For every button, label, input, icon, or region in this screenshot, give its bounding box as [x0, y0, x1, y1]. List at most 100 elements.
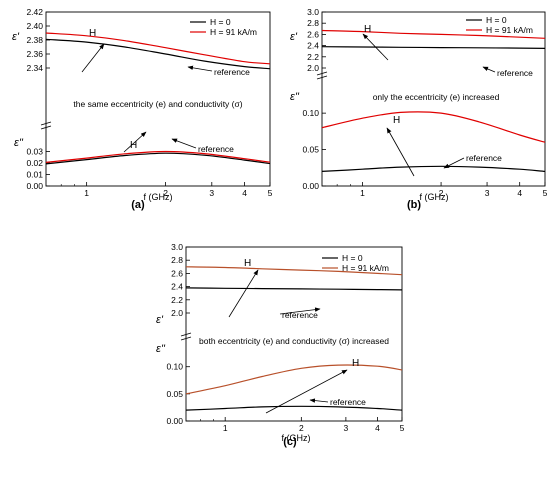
panel-a-legend: H = 0H = 91 kA/m — [190, 17, 257, 37]
panel-c-x-tick-label: 2 — [299, 423, 304, 433]
panel-a-upper-h-arrow — [81, 43, 105, 73]
panel-c: 1 2 3 4 5 f (GHz) 2.0 2.2 2.4 2.6 2.8 3.0 ε' Hreferen… — [156, 242, 405, 448]
panel-b-upper-y-tick-label: 2.6 — [307, 29, 319, 39]
panel-c-lower-reference-label: reference — [330, 397, 366, 407]
panel-c-annotation: both eccentricity (e) and conductivity (… — [199, 336, 389, 346]
panel-c-upper-y-tick-label: 2.0 — [171, 308, 183, 318]
panel-a-lower-reference-arrow — [171, 138, 197, 149]
panel-c-axis-break — [180, 332, 192, 337]
panel-b-axis-break — [316, 75, 328, 80]
panel-a-lower-series-h91 — [45, 150, 271, 163]
panel-b-legend-entry: H = 91 kA/m — [486, 25, 533, 35]
panel-c-x-tick-label: 5 — [400, 423, 405, 433]
panel-a-axes-frame — [45, 11, 271, 187]
panel-a-x-tick-label: 2 — [163, 188, 168, 198]
panel-a-x-axis-label: f (GHz) — [144, 192, 173, 202]
panel-b-upper-series-h0 — [321, 46, 546, 49]
panel-a-lower-y-axis-label: ε'' — [14, 137, 24, 149]
panel-b-lower-series-h0 — [321, 165, 546, 172]
panel-a-lower-y-tick-label: 0.01 — [26, 170, 43, 180]
panel-c-upper-h-label: H — [244, 258, 251, 269]
panel-a-upper-h-label: H — [89, 28, 96, 39]
panel-c-axes-frame — [185, 246, 403, 422]
panel-b-lower-reference-label: reference — [466, 153, 502, 163]
panel-c-legend-entry: H = 91 kA/m — [342, 263, 389, 273]
panel-b-lower-h-arrow — [386, 127, 415, 177]
panel-a-upper-y-tick-label: 2.40 — [26, 21, 43, 31]
panel-c-upper-h-arrow — [228, 269, 259, 318]
panel-c-lower-y-tick-label: 0.05 — [166, 389, 183, 399]
panel-a-upper-y-axis-label: ε' — [12, 31, 20, 43]
panel-a-lower-y-tick-label: 0.03 — [26, 147, 43, 157]
panel-c-upper-series-h0 — [185, 287, 403, 291]
panel-b-lower-y-axis-label: ε'' — [290, 91, 300, 103]
panel-c-upper-y-tick-label: 2.6 — [171, 268, 183, 278]
panel-a-axis-break — [40, 121, 52, 126]
panel-c-upper-reference-arrow — [279, 307, 321, 315]
panel-c-lower-h-label: H — [352, 358, 359, 369]
panel-c-legend-entry: H = 0 — [342, 253, 363, 263]
panel-c-lower-reference-arrow — [309, 398, 329, 403]
panel-a-upper-y-tick-label: 2.38 — [26, 35, 43, 45]
panel-c-x-axis-label: f (GHz) — [282, 433, 311, 443]
panel-a-x-tick-label: 5 — [268, 188, 273, 198]
panel-b-lower-series-h91 — [321, 111, 546, 143]
panel-c-lower-y-axis-label: ε'' — [156, 343, 166, 355]
panel-c-x-tick-label: 4 — [375, 423, 380, 433]
panel-b-upper-y-tick-label: 2.4 — [307, 41, 319, 51]
panel-b-x-tick-label: 2 — [439, 188, 444, 198]
panel-a-legend-entry: H = 0 — [210, 17, 231, 27]
panel-b-x-tick-label: 5 — [543, 188, 548, 198]
panel-c-upper-reference-label: reference — [282, 310, 318, 320]
panel-b-upper-reference-label: reference — [497, 68, 533, 78]
panel-c-upper-series-h91 — [185, 266, 403, 276]
panel-a-annotation: the same eccentricity (e) and conductivi… — [73, 99, 242, 109]
panel-a-lower-y-tick-label: 0.02 — [26, 158, 43, 168]
panel-b-upper-y-axis-label: ε' — [290, 31, 298, 43]
panel-c-lower-series-h0 — [185, 405, 403, 411]
panel-a-lower-y-tick-label: 0.00 — [26, 181, 43, 191]
panel-b-annotation: only the eccentricity (e) increased — [373, 92, 500, 102]
panel-a-legend-entry: H = 91 kA/m — [210, 27, 257, 37]
panel-b-x-tick-label: 1 — [360, 188, 365, 198]
panel-a-x-tick-label: 1 — [84, 188, 89, 198]
panel-a-upper-reference-label: reference — [214, 67, 250, 77]
panel-c-axis-break — [180, 336, 192, 341]
panel-b-upper-y-tick-label: 2.2 — [307, 52, 319, 62]
panel-b-lower-reference-arrow — [443, 157, 465, 169]
panel-c-upper-y-tick-label: 2.4 — [171, 282, 183, 292]
panel-c-upper-y-tick-label: 2.8 — [171, 255, 183, 265]
panel-b-lower-h-label: H — [393, 115, 400, 126]
panel-c-lower-series-h91 — [185, 364, 403, 395]
panel-a-lower-h-arrow — [123, 131, 147, 153]
panel-c-lower-y-tick-label: 0.10 — [166, 362, 183, 372]
panel-c-upper-y-tick-label: 2.2 — [171, 295, 183, 305]
panel-b-lower-y-tick-label: 0.05 — [302, 145, 319, 155]
panel-b-axes-frame — [321, 11, 546, 187]
panel-b-x-tick-label: 3 — [485, 188, 490, 198]
panel-b-upper-h-arrow — [362, 33, 389, 61]
panel-b-axis-break — [316, 71, 328, 76]
panel-a-upper-y-tick-label: 2.34 — [26, 63, 43, 73]
panel-a-upper-y-tick-label: 2.42 — [26, 7, 43, 17]
panel-c-legend: H = 0H = 91 kA/m — [322, 253, 389, 273]
panel-a-axis-break — [40, 125, 52, 130]
panel-a-lower-reference-label: reference — [198, 144, 234, 154]
panel-c-upper-y-tick-label: 3.0 — [171, 242, 183, 252]
panel-a-lower-series-h0 — [45, 152, 271, 165]
panel-b-upper-series-h91 — [321, 29, 546, 39]
panel-b: 1 2 3 4 5 f (GHz) 2.02.22.4 2.62.83.0 ε' Hreferen… — [290, 7, 548, 211]
panel-c-lower-y-tick-label: 0.00 — [166, 416, 183, 426]
panel-b-legend: H = 0H = 91 kA/m — [466, 15, 533, 35]
panel-b-upper-y-tick-label: 3.0 — [307, 7, 319, 17]
panel-a-x-tick-label: 3 — [209, 188, 214, 198]
panel-c-x-tick-label: 3 — [344, 423, 349, 433]
panel-c-x-tick-label: 1 — [223, 423, 228, 433]
panel-b-upper-y-tick-label: 2.8 — [307, 18, 319, 28]
panel-c-panel-label: (c) — [283, 436, 297, 448]
panel-b-lower-y-tick-label: 0.10 — [302, 108, 319, 118]
panel-b-legend-entry: H = 0 — [486, 15, 507, 25]
panel-a-upper-series-h0 — [45, 38, 271, 70]
panel-a-panel-label: (a) — [131, 199, 145, 211]
